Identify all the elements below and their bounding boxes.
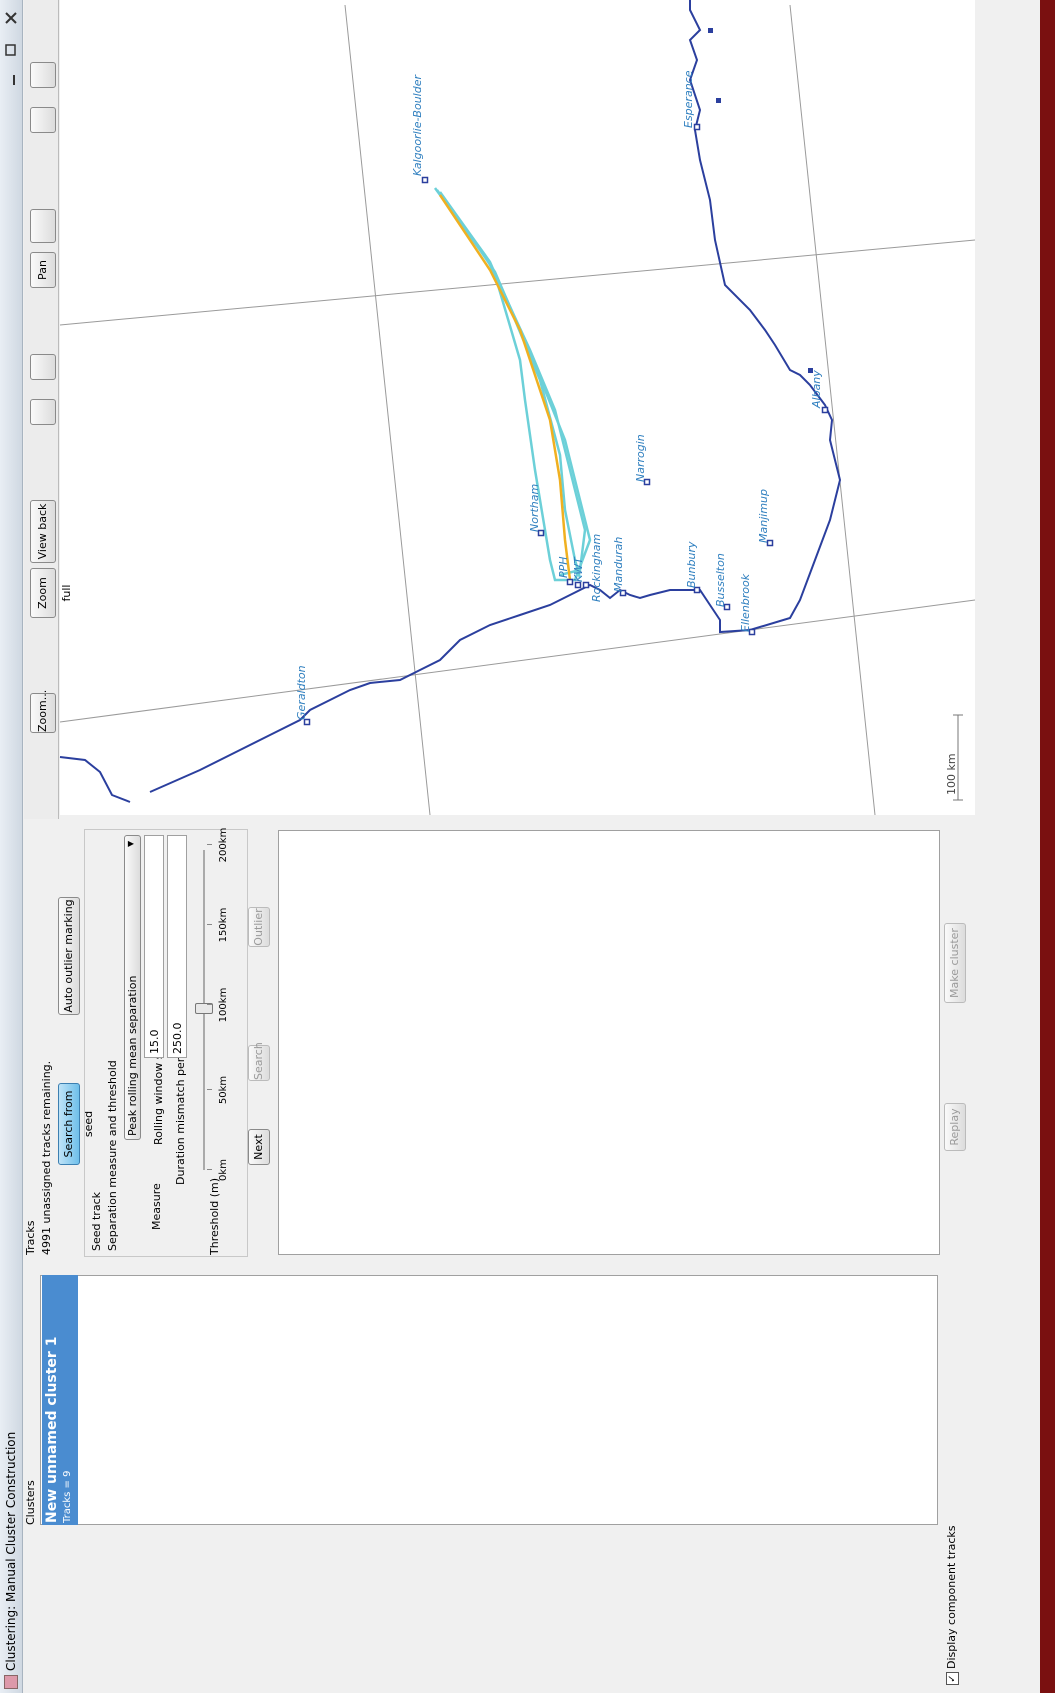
place-marker [766, 539, 774, 547]
place-marker [723, 603, 731, 611]
place-marker [421, 176, 429, 184]
place-label: Busselton [714, 553, 727, 607]
graticule [59, 599, 976, 723]
graticule [789, 4, 876, 816]
coastline [59, 0, 842, 803]
place-label: Bunbury [685, 541, 698, 588]
place-label: Esperance [682, 70, 695, 128]
place-label: Kalgoorlie-Boulder [411, 74, 424, 176]
place-label: KWT [572, 556, 585, 582]
place-marker [643, 478, 651, 486]
place-marker [537, 529, 545, 537]
place-marker [693, 123, 701, 131]
place-marker [693, 586, 701, 594]
place-label: Albany [810, 370, 823, 409]
place-marker [821, 406, 829, 414]
place-marker [566, 578, 574, 586]
place-label: Mandurah [612, 537, 625, 592]
seed-track [438, 194, 572, 581]
place-label: Manjimup [757, 489, 770, 543]
scale-label: 100 km [945, 753, 958, 795]
window-controls[interactable] [2, 3, 20, 93]
place-label: PPH [557, 556, 570, 578]
place-marker [582, 581, 590, 589]
place-marker [748, 628, 756, 636]
graticule [59, 239, 976, 326]
place-label: Geraldton [295, 665, 308, 720]
place-label: Northam [528, 484, 541, 532]
place-label: Narrogin [634, 434, 647, 482]
place-marker [619, 589, 627, 597]
component-tracks [433, 187, 592, 582]
place-label: Ellenbrook [739, 573, 752, 632]
place-marker [303, 718, 311, 726]
place-marker [574, 581, 582, 589]
graticule [344, 4, 431, 816]
place-label: Rockingham [590, 534, 603, 602]
